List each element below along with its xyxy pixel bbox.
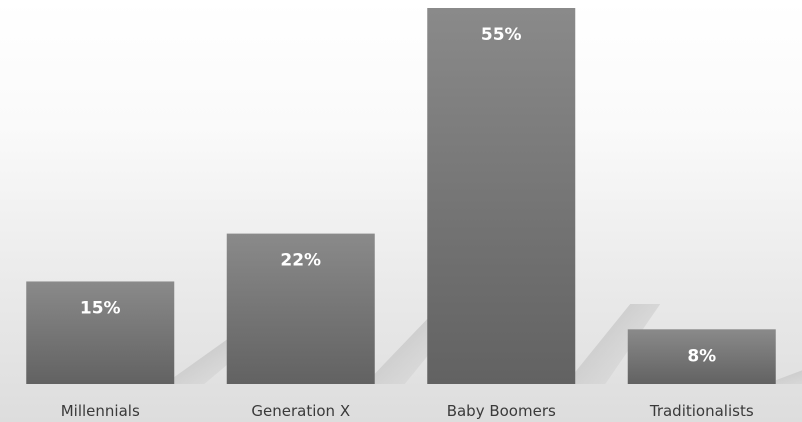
category-label: Generation X	[251, 402, 350, 420]
category-labels-group: Millennials Generation X Baby Boomers Tradi…	[61, 402, 754, 420]
bar-baby-boomers	[427, 8, 576, 384]
bar-shadow	[775, 370, 802, 384]
data-label: 15%	[80, 298, 121, 318]
data-labels-group: 15% 22% 55% 8%	[80, 25, 716, 366]
category-label: Millennials	[61, 402, 140, 420]
bar-millennials	[26, 281, 175, 384]
bar-shadow	[575, 304, 661, 384]
bar-traditionalists	[627, 329, 776, 384]
category-label: Traditionalists	[649, 402, 754, 420]
bars-group	[26, 8, 776, 384]
data-label: 55%	[481, 25, 522, 45]
bar-generation-x	[226, 233, 375, 384]
category-label: Baby Boomers	[447, 402, 556, 420]
data-label: 22%	[280, 251, 321, 271]
data-label: 8%	[687, 346, 716, 366]
